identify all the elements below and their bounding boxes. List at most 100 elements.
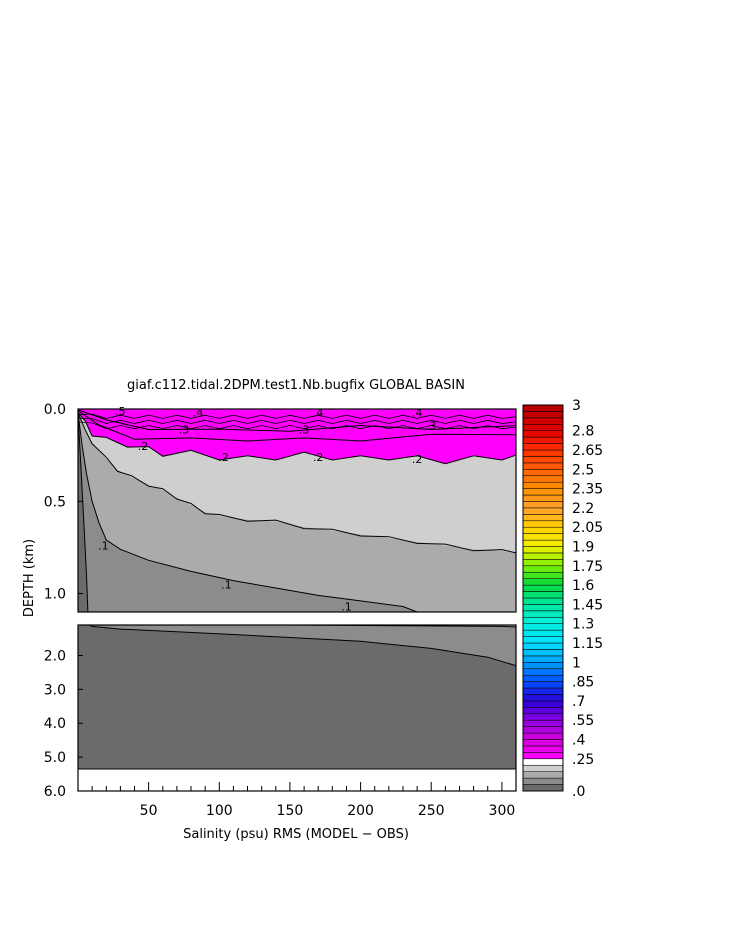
- x-tick-label-50: 50: [140, 803, 158, 819]
- colorbar-swatch-3: [522, 732, 564, 740]
- colorbar-label-8: 1.75: [572, 559, 603, 575]
- contour-line-015: [78, 412, 516, 554]
- colorbar-swatch-50: [522, 430, 564, 438]
- colorbar-swatch-48: [522, 443, 564, 451]
- colorbar-swatch-24: [522, 597, 564, 605]
- colorbar-swatch-26: [522, 584, 564, 592]
- colorbar-swatch-15: [522, 655, 564, 663]
- colorbar-swatch-2: [522, 739, 564, 747]
- y-tick-label-lower-0: 2.0: [44, 649, 66, 665]
- colorbar-label-12: 1.15: [572, 636, 603, 652]
- colorbar-label-1: 2.8: [572, 424, 594, 440]
- colorbar-swatch-20: [522, 623, 564, 631]
- x-axis-label: Salinity (psu) RMS (MODEL − OBS): [183, 827, 409, 842]
- x-tick-label-100: 100: [206, 803, 233, 819]
- colorbar-swatch-9: [522, 694, 564, 702]
- colorbar-swatch-41: [522, 488, 564, 496]
- axes: 0.0 0.5 1.0 2.0 3.0 4.0 5.0 6.0 50 100 150 200 250 30…: [44, 402, 516, 819]
- colorbar-swatch-8: [522, 700, 564, 708]
- colorbar-label-6: 2.05: [572, 520, 603, 536]
- contour-label-9: .2: [313, 451, 324, 464]
- x-tick-label-300: 300: [489, 803, 516, 819]
- colorbar-swatch-46: [522, 456, 564, 464]
- colorbar-swatch-43: [522, 475, 564, 483]
- colorbar-swatch-29: [522, 565, 564, 573]
- colorbar-swatch-4: [522, 726, 564, 734]
- colorbar-swatch-53: [522, 411, 564, 419]
- colorbar-swatch-10: [522, 687, 564, 695]
- contour-label-13: .1: [341, 601, 352, 614]
- colorbar-swatch-13: [522, 668, 564, 676]
- colorbar-swatch-16: [522, 649, 564, 657]
- contour-label-7: .2: [138, 440, 149, 453]
- colorbar-label-11: 1.3: [572, 617, 594, 633]
- colorbar-label-4: 2.35: [572, 482, 603, 498]
- no-data-region: [78, 768, 516, 791]
- colorbar-swatch-19: [522, 629, 564, 637]
- contour-line-005: [78, 412, 89, 612]
- colorbar-swatch-40: [522, 494, 564, 502]
- colorbar-swatch-25: [522, 591, 564, 599]
- y-tick-label-upper-2: 1.0: [44, 587, 66, 603]
- colorbar-swatch-14: [522, 662, 564, 669]
- colorbar-gray-2: [522, 771, 564, 779]
- colorbar: 3 2.8 2.65 2.5 2.35 2.2 2.05 1.9 1.75 1.6 1.45 1.3 1…: [522, 398, 603, 800]
- colorbar-label-19: .0: [572, 784, 585, 800]
- contour-label-8: .2: [218, 451, 229, 464]
- colorbar-swatch-36: [522, 520, 564, 528]
- colorbar-label-9: 1.6: [572, 578, 594, 594]
- colorbar-swatch-32: [522, 546, 564, 554]
- upper-panel-frame: [77, 408, 517, 613]
- contour-line-01: [78, 412, 418, 612]
- colorbar-swatch-52: [522, 417, 564, 425]
- colorbar-label-13: 1: [572, 655, 581, 671]
- colorbar-swatch-42: [522, 481, 564, 489]
- colorbar-swatch-22: [522, 610, 564, 618]
- contour-line-surface-2: [78, 417, 516, 424]
- y-tick-label-lower-4: 6.0: [44, 784, 66, 800]
- contour-label-1: .4: [193, 407, 204, 420]
- y-tick-label-lower-3: 5.0: [44, 750, 66, 766]
- colorbar-swatch-7: [522, 707, 564, 715]
- y-tick-label-lower-2: 4.0: [44, 716, 66, 732]
- x-tick-label-250: 250: [418, 803, 445, 819]
- colorbar-swatch-23: [522, 604, 564, 612]
- colorbar-swatch-38: [522, 507, 564, 515]
- colorbar-swatch-45: [522, 462, 564, 470]
- colorbar-swatch-28: [522, 572, 564, 579]
- colorbar-swatch-0: [522, 752, 564, 760]
- y-tick-label-upper-1: 0.5: [44, 494, 66, 510]
- contour-label-11: .1: [98, 540, 109, 553]
- contour-label-2: .3: [179, 423, 190, 436]
- colorbar-label-2: 2.65: [572, 443, 603, 459]
- contour-line-surface-3: [78, 421, 516, 430]
- y-axis-label: DEPTH (km): [22, 539, 37, 617]
- colorbar-gray-0: [522, 784, 564, 792]
- contour-label-0: .5: [115, 405, 126, 418]
- colorbar-swatch-5: [522, 719, 564, 727]
- contour-label-12: .1: [221, 578, 232, 591]
- colorbar-label-0: 3: [572, 398, 581, 414]
- lower-panel-frame: [77, 624, 517, 792]
- y-tick-label-upper-0: 0.0: [44, 402, 66, 418]
- colorbar-swatch-51: [522, 424, 564, 431]
- colorbar-swatch-17: [522, 642, 564, 650]
- colorbar-swatch-35: [522, 526, 564, 534]
- colorbar-swatch-11: [522, 681, 564, 689]
- colorbar-label-14: .85: [572, 675, 594, 691]
- deep-contour-line-01: [99, 625, 516, 628]
- colorbar-swatch-54: [522, 404, 564, 412]
- colorbar-swatch-34: [522, 533, 564, 541]
- colorbar-swatch-21: [522, 617, 564, 624]
- x-tick-label-150: 150: [277, 803, 304, 819]
- deep-contour-line-005: [89, 625, 516, 667]
- colorbar-swatch-33: [522, 539, 564, 547]
- contour-label-3: .4: [313, 407, 324, 420]
- contour-label-5: .4: [412, 407, 423, 420]
- contour-line-surface-1: [78, 413, 516, 419]
- colorbar-label-7: 1.9: [572, 540, 594, 556]
- colorbar-white: [522, 758, 564, 766]
- colorbar-swatch-27: [522, 578, 564, 586]
- colorbar-swatch-39: [522, 501, 564, 509]
